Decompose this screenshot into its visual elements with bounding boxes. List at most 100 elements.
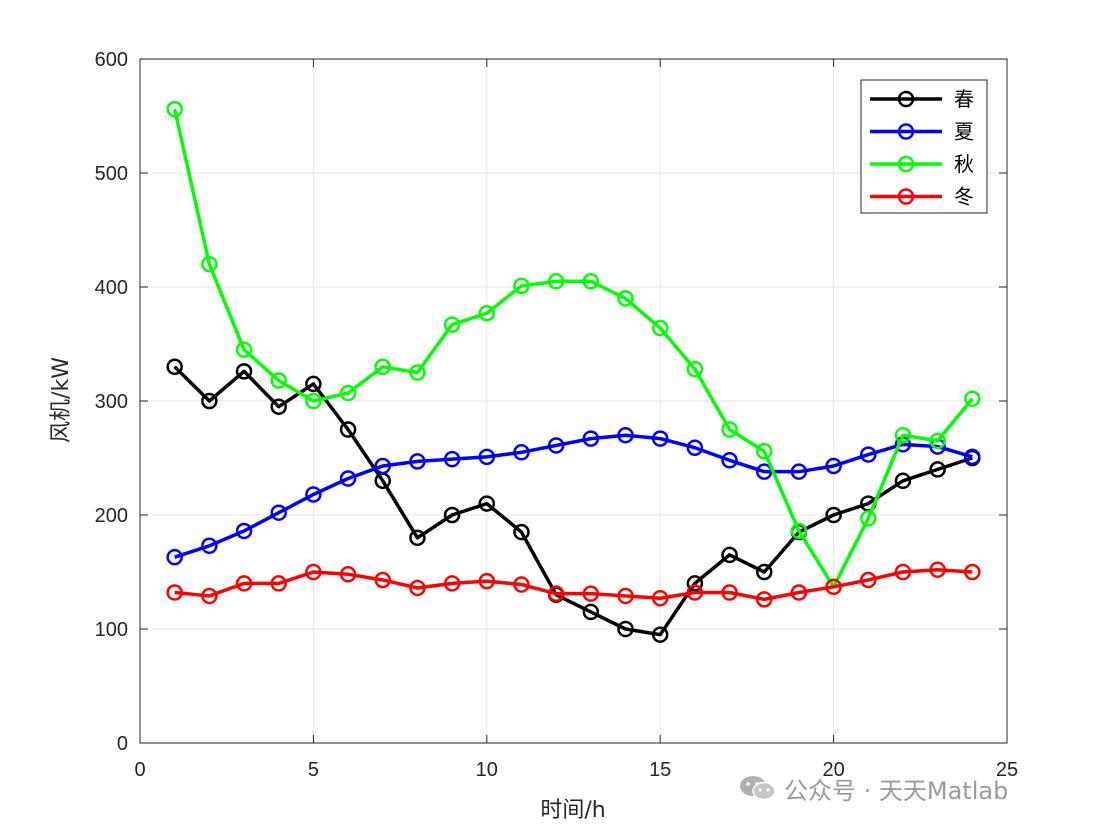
watermark-text: 公众号 · 天天Matlab xyxy=(784,776,1009,805)
data-point xyxy=(235,575,253,592)
series-group xyxy=(166,358,981,643)
data-point xyxy=(409,453,426,470)
data-point xyxy=(166,100,183,118)
data-point xyxy=(686,360,704,378)
series-lines xyxy=(166,100,981,643)
data-point xyxy=(894,563,912,581)
legend-label: 秋 xyxy=(954,152,974,176)
data-point xyxy=(478,304,496,322)
wechat-icon xyxy=(740,776,776,801)
data-point xyxy=(235,363,253,380)
data-point xyxy=(686,439,704,456)
legend-label: 冬 xyxy=(954,185,974,209)
data-point xyxy=(235,522,253,540)
data-point xyxy=(270,575,287,592)
data-point xyxy=(513,277,530,295)
data-point xyxy=(409,364,426,381)
data-point xyxy=(755,442,773,460)
data-point xyxy=(443,575,461,592)
data-point xyxy=(339,421,357,438)
legend-label: 春 xyxy=(954,87,974,111)
x-tick-label: 20 xyxy=(822,759,844,781)
series-group xyxy=(166,426,981,566)
data-point xyxy=(651,430,669,447)
data-point xyxy=(755,563,773,581)
x-tick-label: 5 xyxy=(308,759,319,781)
x-tick-label: 0 xyxy=(134,759,145,781)
legend-box xyxy=(860,79,988,214)
legend-marker xyxy=(897,90,915,108)
data-point xyxy=(582,603,600,621)
y-tick-label: 500 xyxy=(95,163,128,185)
x-tick-label: 10 xyxy=(476,759,498,781)
data-point xyxy=(443,316,461,333)
data-point xyxy=(374,457,392,475)
data-point xyxy=(513,523,530,541)
data-point xyxy=(339,384,357,402)
y-tick-label: 200 xyxy=(95,505,128,527)
y-axis-label: 风机/kW xyxy=(49,357,74,443)
data-point xyxy=(964,448,981,466)
watermark: 公众号 · 天天Matlab xyxy=(738,768,1008,808)
data-point xyxy=(929,432,946,450)
data-point xyxy=(305,375,322,393)
data-point xyxy=(721,546,738,564)
data-point xyxy=(582,585,600,602)
data-point xyxy=(270,398,287,415)
data-point xyxy=(755,591,773,608)
data-point xyxy=(651,589,669,607)
data-point xyxy=(547,273,565,290)
legend-marker xyxy=(897,123,915,140)
data-point xyxy=(790,584,808,601)
series-line xyxy=(174,433,973,559)
data-point xyxy=(929,461,946,478)
data-point xyxy=(547,437,565,454)
data-point xyxy=(270,372,287,389)
x-tick-label: 15 xyxy=(649,759,671,781)
x-tick-label: 25 xyxy=(996,759,1018,781)
data-point xyxy=(409,529,426,547)
series-group xyxy=(166,100,981,596)
data-point xyxy=(305,486,322,503)
data-point xyxy=(478,448,496,466)
data-point xyxy=(686,584,704,601)
y-tick-label: 300 xyxy=(95,391,128,413)
x-axis-label: 时间/h xyxy=(540,798,605,823)
data-point xyxy=(478,495,496,512)
data-point xyxy=(721,584,738,601)
data-point xyxy=(443,450,461,468)
data-point xyxy=(305,392,322,410)
legend-marker xyxy=(897,155,915,173)
legend-marker xyxy=(897,188,915,205)
data-point xyxy=(860,446,877,463)
data-point xyxy=(374,571,392,589)
data-point xyxy=(825,506,842,524)
data-point xyxy=(860,510,877,527)
y-tick-label: 100 xyxy=(95,619,128,641)
y-tick-label: 400 xyxy=(95,277,128,299)
data-point xyxy=(790,463,808,480)
data-point xyxy=(235,341,253,358)
data-point xyxy=(166,584,183,601)
data-point xyxy=(270,504,287,521)
y-tick-label: 600 xyxy=(95,49,128,71)
data-point xyxy=(374,358,392,376)
data-point xyxy=(721,421,738,438)
data-point xyxy=(651,319,669,337)
data-point xyxy=(651,626,669,643)
data-point xyxy=(166,358,183,376)
legend-label: 夏 xyxy=(954,120,974,144)
data-point xyxy=(201,255,218,273)
series-group xyxy=(166,561,981,608)
data-point xyxy=(929,561,946,578)
data-point xyxy=(894,472,912,490)
data-point xyxy=(825,578,842,596)
data-point xyxy=(201,587,218,605)
data-point xyxy=(547,585,565,602)
y-tick-label: 0 xyxy=(117,733,128,755)
data-point xyxy=(686,575,704,592)
data-point xyxy=(443,506,461,524)
data-point xyxy=(617,620,634,638)
